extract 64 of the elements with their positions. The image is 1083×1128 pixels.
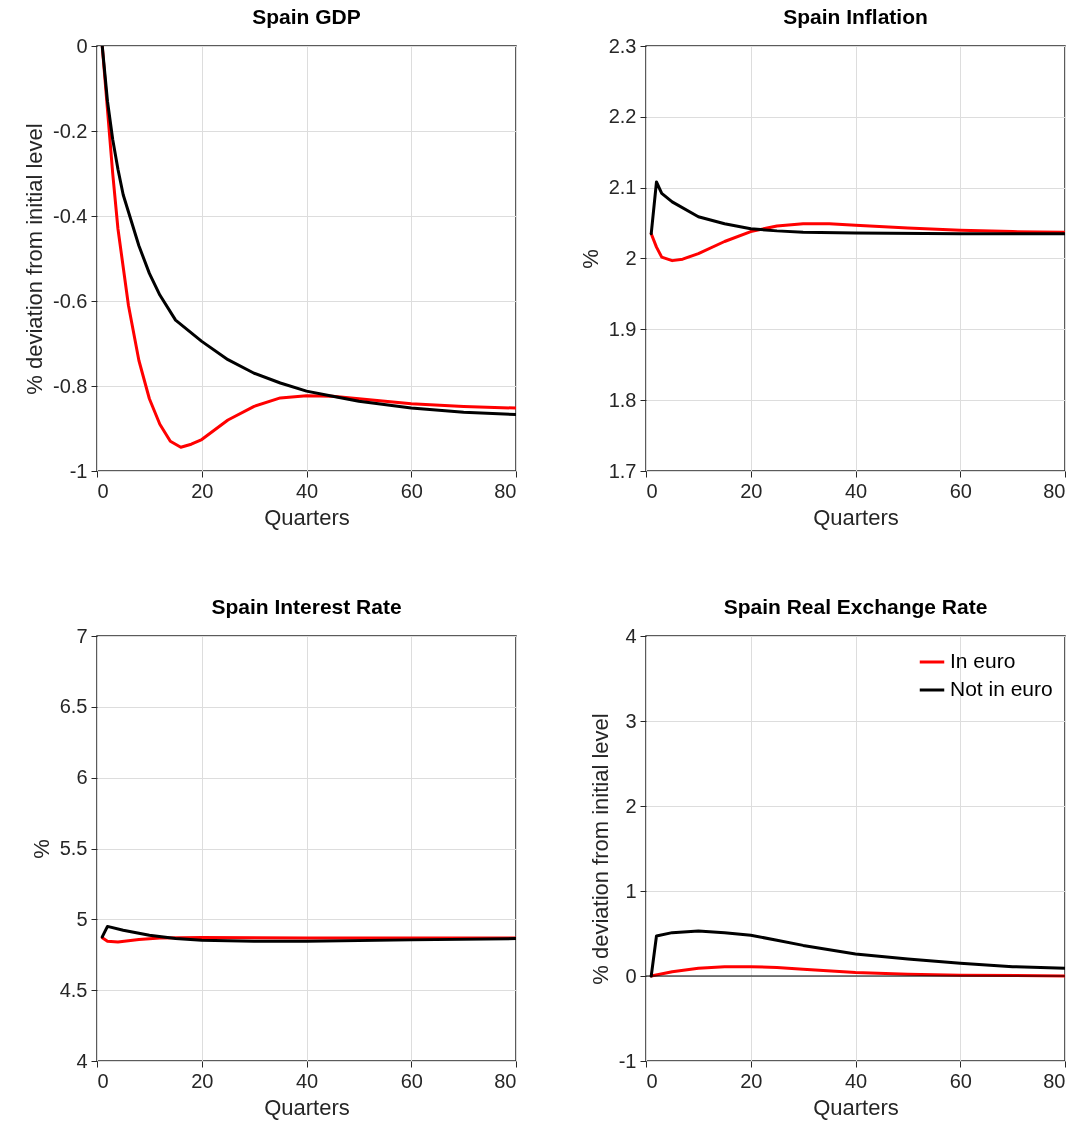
- chart-title: Spain GDP: [252, 5, 361, 28]
- y-tick-label: 4.5: [59, 978, 88, 1001]
- x-tick-label: 40: [844, 1069, 868, 1092]
- line-series: [649, 222, 1065, 263]
- x-tick-label: 80: [494, 1069, 517, 1092]
- y-tick-label: 5.5: [59, 837, 88, 859]
- x-axis-title: Quarters: [813, 504, 899, 530]
- y-axis-title: %: [28, 839, 54, 859]
- y-tick-label: 2.2: [608, 105, 637, 128]
- y-tick-label: 1: [625, 879, 637, 902]
- y-tick-label: 4: [625, 624, 637, 647]
- x-tick-label: 20: [740, 479, 763, 502]
- x-tick-label: 40: [844, 479, 868, 502]
- x-tick-label: 0: [646, 1069, 658, 1092]
- line-series: [649, 929, 1065, 978]
- x-tick-label: 80: [494, 479, 517, 502]
- chart-title: Spain Real Exchange Rate: [723, 595, 988, 618]
- y-tick-label: -0.4: [53, 204, 88, 227]
- y-axis-title: %: [577, 249, 603, 269]
- x-tick-label: 60: [400, 479, 423, 502]
- line-series: [649, 180, 1065, 236]
- x-tick-label: 20: [191, 1069, 214, 1092]
- y-tick-label: -0.2: [53, 119, 88, 142]
- y-tick-label: -0.6: [53, 289, 88, 312]
- x-tick-label: 60: [949, 479, 972, 502]
- chart-title: Spain Interest Rate: [211, 595, 402, 618]
- y-tick-label: -1: [69, 459, 88, 482]
- y-tick-label: -1: [618, 1049, 637, 1072]
- x-tick-label: 0: [646, 479, 658, 502]
- y-tick-label: 5: [76, 907, 88, 930]
- legend-label: In euro: [950, 649, 1016, 672]
- x-tick-label: 20: [191, 479, 214, 502]
- x-tick-label: 80: [1043, 1069, 1066, 1092]
- y-tick-label: 2.1: [608, 176, 637, 199]
- x-tick-label: 0: [97, 1069, 109, 1092]
- y-tick-label: -0.8: [53, 374, 88, 397]
- y-tick-label: 6: [76, 766, 88, 789]
- x-tick-label: 60: [949, 1069, 972, 1092]
- x-axis-title: Quarters: [813, 1094, 899, 1120]
- y-tick-label: 2.3: [608, 34, 637, 57]
- line-series: [100, 924, 516, 943]
- x-tick-label: 60: [400, 1069, 423, 1092]
- y-axis-title: % deviation from initial level: [22, 123, 48, 395]
- y-tick-label: 1.8: [608, 388, 637, 411]
- x-tick-label: 80: [1043, 479, 1066, 502]
- x-axis-title: Quarters: [264, 1094, 350, 1120]
- y-tick-label: 1.7: [608, 459, 637, 482]
- chart-title: Spain Inflation: [783, 5, 928, 28]
- y-tick-label: 2: [625, 794, 637, 817]
- y-tick-label: 2: [625, 247, 637, 269]
- y-axis-title: % deviation from initial level: [587, 713, 613, 985]
- x-tick-label: 40: [295, 479, 319, 502]
- y-tick-label: 4: [76, 1049, 88, 1072]
- y-tick-label: 0: [76, 34, 88, 57]
- x-axis-title: Quarters: [264, 504, 350, 530]
- x-tick-label: 40: [295, 1069, 319, 1092]
- y-tick-label: 0: [625, 964, 637, 987]
- y-tick-label: 1.9: [608, 317, 637, 340]
- y-tick-label: 7: [76, 624, 88, 647]
- x-tick-label: 0: [97, 479, 109, 502]
- legend-label: Not in euro: [950, 677, 1053, 700]
- y-tick-label: 6.5: [59, 695, 88, 718]
- y-tick-label: 3: [625, 709, 637, 732]
- x-tick-label: 20: [740, 1069, 763, 1092]
